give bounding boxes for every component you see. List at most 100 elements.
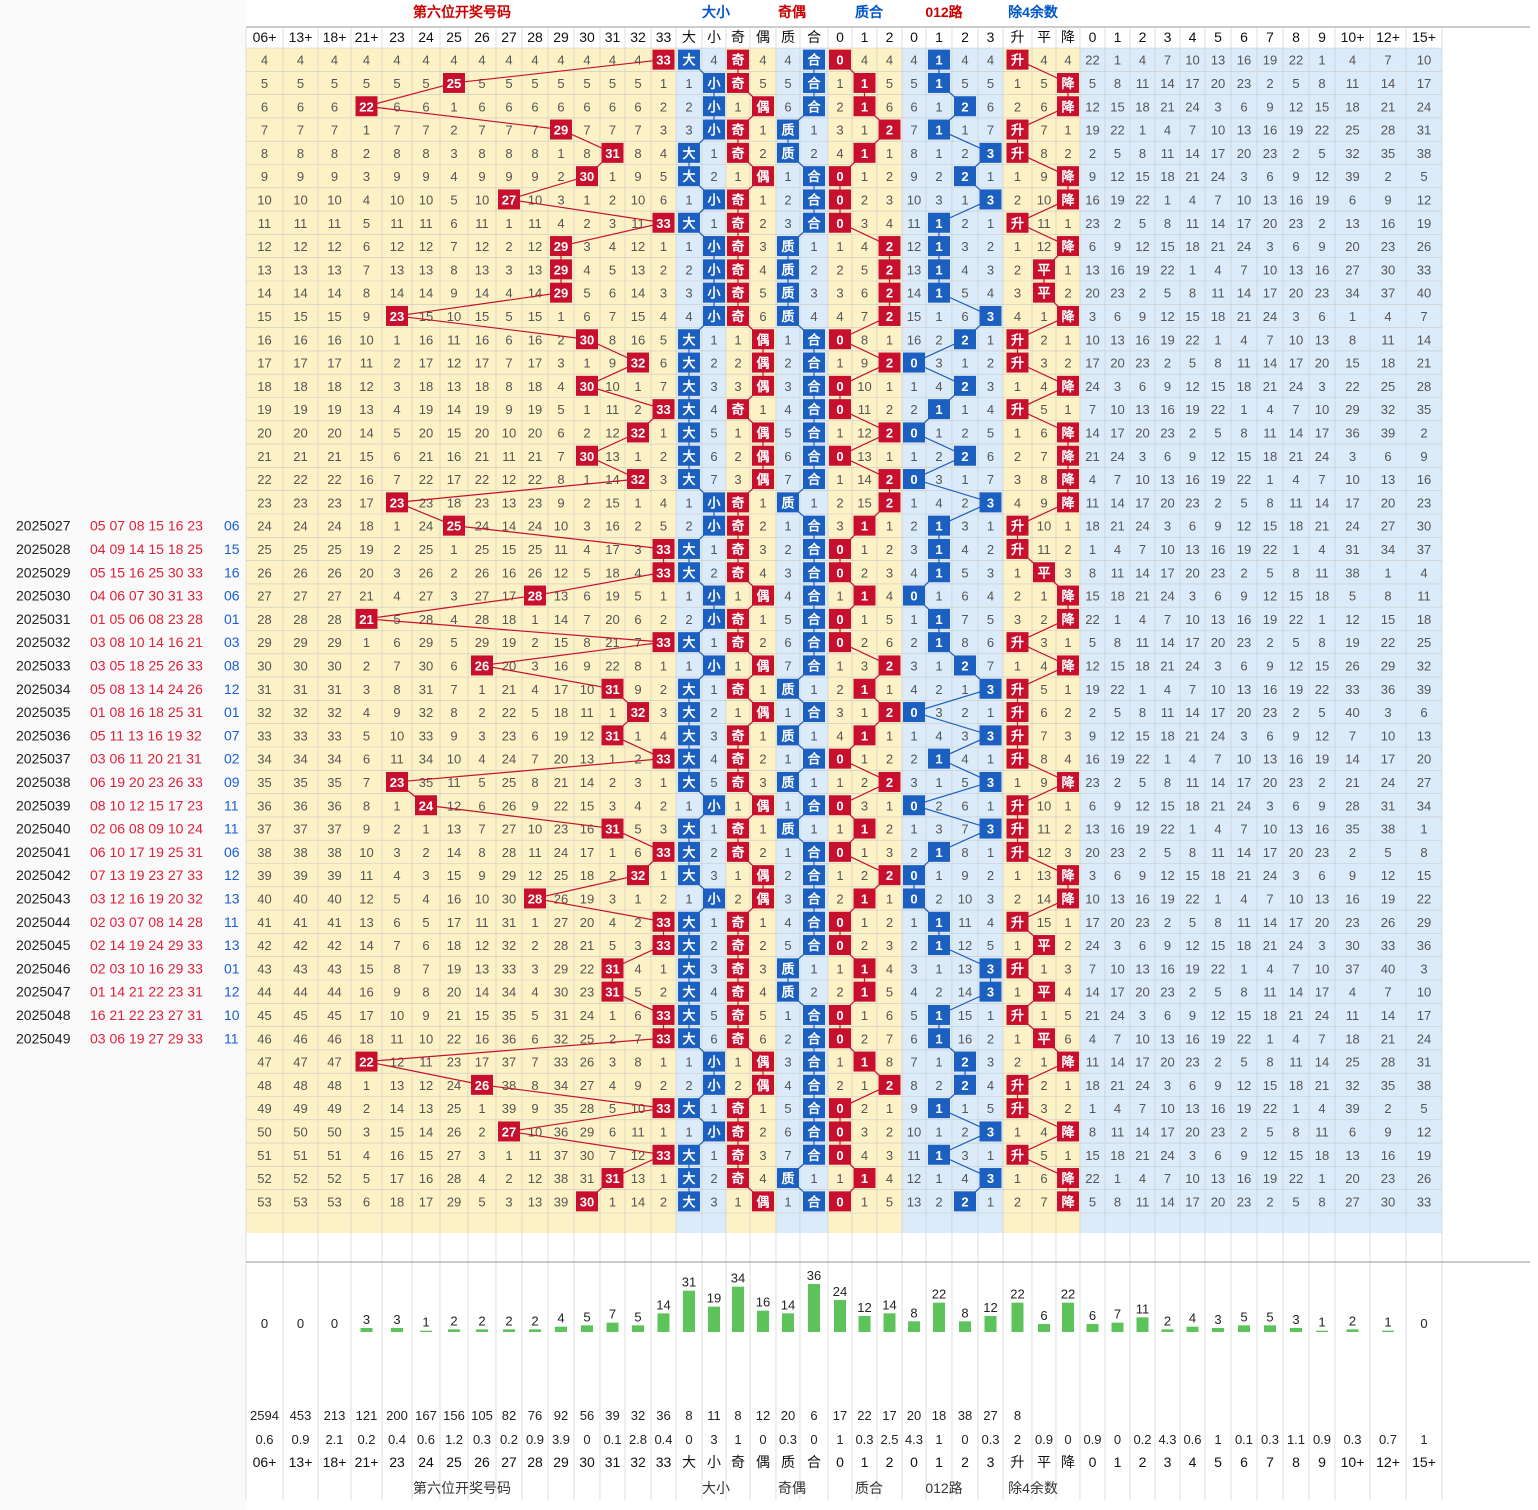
distribution-cell: 23 [1381,239,1395,254]
omission-cell: 10 [390,192,404,207]
omission-cell: 1 [1040,961,1047,976]
omission-cell: 2 [685,99,692,114]
omission-cell: 2 [861,1031,868,1046]
number-hit: 23 [390,775,404,790]
omission-cell: 4 [987,286,994,301]
road012-hit: 2 [886,239,893,254]
omission-cell: 1 [987,1148,994,1163]
omission-cell: 2 [886,402,893,417]
omission-cell: 4 [710,402,717,417]
omission-cell: 8 [634,1055,641,1070]
distribution-cell: 6 [1164,449,1171,464]
omission-cell: 2 [660,99,667,114]
omission-cell: 2 [557,332,564,347]
omission-cell: 3 [422,868,429,883]
number-hit-box [627,352,649,373]
distribution-cell: 4 [1266,402,1273,417]
odd-even-hit-box [752,445,774,466]
omission-cell: 1 [734,99,741,114]
trend-hit-box [1057,445,1079,466]
omit-ratio: 0.3 [981,1432,999,1447]
omission-cell: 49 [327,1101,341,1116]
omission-cell: 12 [327,239,341,254]
omission-cell: 13 [359,915,373,930]
distribution-cell: 16 [1263,123,1277,138]
distribution-cell: 9 [1139,309,1146,324]
omission-cell: 7 [609,123,616,138]
distribution-cell: 3 [1266,798,1273,813]
omit-ratio: 0 [1114,1432,1121,1447]
omission-cell: 7 [987,472,994,487]
distribution-cell: 24 [1237,239,1251,254]
omit-ratio: 0.1 [603,1432,621,1447]
omission-cell: 5 [961,76,968,91]
appear-count: 0 [1420,1316,1427,1331]
omission-cell: 5 [634,985,641,1000]
trend-hit-box [1057,888,1079,909]
omission-cell: 21 [554,775,568,790]
omission-cell: 4 [710,985,717,1000]
distribution-cell: 20 [1211,76,1225,91]
prime-composite-hit-box [803,1051,825,1072]
omission-cell: 1 [759,612,766,627]
blue-ball: 11 [224,1030,239,1046]
odd-even-hit-box [727,771,749,792]
omission-cell: 13 [1037,868,1051,883]
omission-cell: 4 [363,1148,370,1163]
distribution-cell: 1 [1164,192,1171,207]
omission-cell: 1 [810,495,817,510]
omission-cell: 2 [685,612,692,627]
omission-cell: 1 [810,682,817,697]
big-small-hit: 小 [707,239,720,254]
distribution-cell: 15 [1185,868,1199,883]
trend-hit: 平 [1037,286,1050,301]
omission-cell: 18 [327,379,341,394]
omission-cell: 28 [419,612,433,627]
distribution-cell: 19 [1289,682,1303,697]
road012-hit: 1 [861,961,868,976]
odd-even-hit-box [752,702,774,723]
distribution-cell: 17 [1289,915,1303,930]
distribution-cell: 11 [1111,1124,1125,1139]
omission-cell: 5 [393,76,400,91]
omission-cell: 1 [609,845,616,860]
number-hit-box [652,562,675,583]
road012-hit-box [853,1168,876,1189]
distribution-cell: 13 [1185,542,1199,557]
red-balls: 03 12 16 19 20 32 [90,890,203,906]
distribution-cell: 7 [1089,961,1096,976]
distribution-cell: 19 [1289,123,1303,138]
distribution-cell: 30 [1381,1194,1395,1209]
distribution-cell: 4 [1318,1101,1325,1116]
omission-cell: 4 [961,262,968,277]
trend-hit-box [1033,1028,1055,1049]
omission-cell: 3 [710,728,717,743]
trend-hit: 升 [1011,519,1024,534]
omission-cell: 35 [327,775,341,790]
big-small-hit: 小 [707,99,720,114]
big-small-hit: 大 [682,1194,695,1209]
omission-cell: 23 [580,985,594,1000]
odd-even-hit-box [727,1028,749,1049]
omission-cell: 4 [886,961,893,976]
distribution-cell: 7 [1292,402,1299,417]
omission-cell: 3 [861,658,868,673]
omission-cell: 14 [390,286,404,301]
omission-cell: 7 [710,472,717,487]
omission-cell: 3 [784,1055,791,1070]
omission-cell: 9 [297,169,304,184]
distribution-cell: 13 [1110,891,1124,906]
distribution-cell: 23 [1417,495,1431,510]
omission-cell: 1 [836,961,843,976]
road012-hit-box [853,1051,876,1072]
omission-cell: 1 [784,169,791,184]
column-bg [1205,48,1231,1233]
distribution-cell: 1 [1189,822,1196,837]
omission-cell: 4 [910,985,917,1000]
distribution-cell: 12 [1160,868,1174,883]
omission-cell: 4 [836,728,843,743]
mod4-hit-box [928,1028,950,1049]
omission-cell: 8 [1040,752,1047,767]
distribution-cell: 4 [1214,262,1221,277]
big-small-hit: 小 [707,612,720,627]
